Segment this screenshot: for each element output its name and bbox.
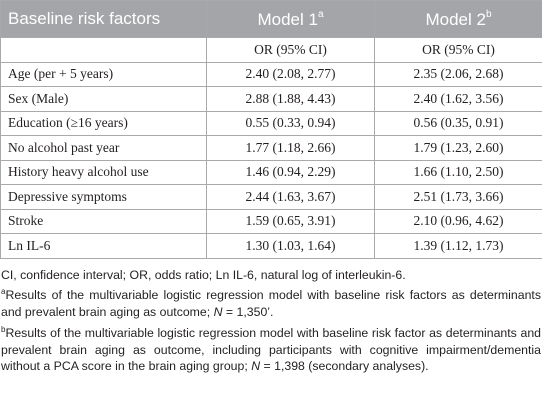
- value-cell: 2.40 (2.08, 2.77): [206, 61, 375, 87]
- table-row: Age (per + 5 years) 2.40 (2.08, 2.77) 2.35…: [0, 61, 542, 87]
- header-text: Model 2: [425, 9, 486, 29]
- value-cell: 1.39 (1.12, 1.73): [374, 233, 542, 259]
- value-cell: 0.56 (0.35, 0.91): [374, 110, 542, 136]
- label-cell: Ln IL-6: [0, 233, 207, 259]
- table-row: Ln IL-6 1.30 (1.03, 1.64) 1.39 (1.12, 1.73…: [0, 233, 542, 259]
- table-row: Education (≥16 years) 0.55 (0.33, 0.94) 0.…: [0, 110, 542, 136]
- value-cell: 1.79 (1.23, 2.60): [374, 135, 542, 161]
- header-cell: Model 2b: [374, 0, 542, 38]
- table-row: Sex (Male) 2.88 (1.88, 4.43) 2.40 (1.62, 3…: [0, 86, 542, 112]
- value-cell: 2.88 (1.88, 4.43): [206, 86, 375, 112]
- table-row: No alcohol past year 1.77 (1.18, 2.66) 1.7…: [0, 135, 542, 161]
- value-cell: 2.44 (1.63, 3.67): [206, 184, 375, 210]
- label-cell: Sex (Male): [0, 86, 207, 112]
- empty-cell: [0, 37, 207, 63]
- header-sup: a: [317, 8, 324, 20]
- footnote-text: Results of the multivariable logistic re…: [1, 325, 541, 374]
- header-row: Baseline risk factors Model 1a Model 2b: [0, 0, 542, 38]
- footnote-text: N: [213, 305, 223, 320]
- table-row: History heavy alcohol use 1.46 (0.94, 2.2…: [0, 159, 542, 185]
- header-cell: Baseline risk factors: [0, 0, 207, 38]
- footnote: bResults of the multivariable logistic r…: [1, 322, 541, 375]
- value-cell: 1.59 (0.65, 3.91): [206, 208, 375, 234]
- label-cell: History heavy alcohol use: [0, 159, 207, 185]
- header-text: Model 1: [257, 9, 318, 29]
- table-body: Age (per + 5 years) 2.40 (2.08, 2.77) 2.35…: [0, 61, 542, 259]
- label-cell: Depressive symptoms: [0, 184, 207, 210]
- footnote-text: = 1,398 (secondary analyses).: [260, 359, 429, 374]
- value-cell: 2.35 (2.06, 2.68): [374, 61, 542, 87]
- footnote-marker: b: [1, 324, 6, 334]
- value-cell: 2.40 (1.62, 3.56): [374, 86, 542, 112]
- footnote-marker: a: [1, 287, 6, 297]
- footnote-text: N: [251, 359, 261, 374]
- value-cell: 2.51 (1.73, 3.66): [374, 184, 542, 210]
- footnote-text: Results of the multivariable logistic re…: [1, 288, 541, 320]
- value-cell: 1.66 (1.10, 2.50): [374, 159, 542, 185]
- subheader-cell: OR (95% CI): [374, 37, 542, 63]
- subheader-cell: OR (95% CI): [206, 37, 375, 63]
- abbreviations: CI, confidence interval; OR, odds ratio;…: [1, 267, 406, 282]
- label-cell: No alcohol past year: [0, 135, 207, 161]
- value-cell: 1.46 (0.94, 2.29): [206, 159, 375, 185]
- value-cell: 2.10 (0.96, 4.62): [374, 208, 542, 234]
- table-row: Stroke 1.59 (0.65, 3.91) 2.10 (0.96, 4.62): [0, 208, 542, 234]
- label-cell: Stroke: [0, 208, 207, 234]
- table-row: Depressive symptoms 2.44 (1.63, 3.67) 2.51…: [0, 184, 542, 210]
- footnote: aResults of the multivariable logistic r…: [1, 284, 541, 321]
- value-cell: 1.77 (1.18, 2.66): [206, 135, 375, 161]
- value-cell: 0.55 (0.33, 0.94): [206, 110, 375, 136]
- footnotes: CI, confidence interval; OR, odds ratio;…: [0, 259, 542, 376]
- value-cell: 1.30 (1.03, 1.64): [206, 233, 375, 259]
- header-cell: Model 1a: [206, 0, 375, 38]
- header-sup: b: [485, 8, 492, 20]
- table: Baseline risk factors Model 1a Model 2b …: [0, 0, 542, 259]
- label-cell: Education (≥16 years): [0, 110, 207, 136]
- label-cell: Age (per + 5 years): [0, 61, 207, 87]
- subheader-row: OR (95% CI) OR (95% CI): [0, 37, 542, 63]
- footnote-text: = 1,350’.: [222, 305, 274, 320]
